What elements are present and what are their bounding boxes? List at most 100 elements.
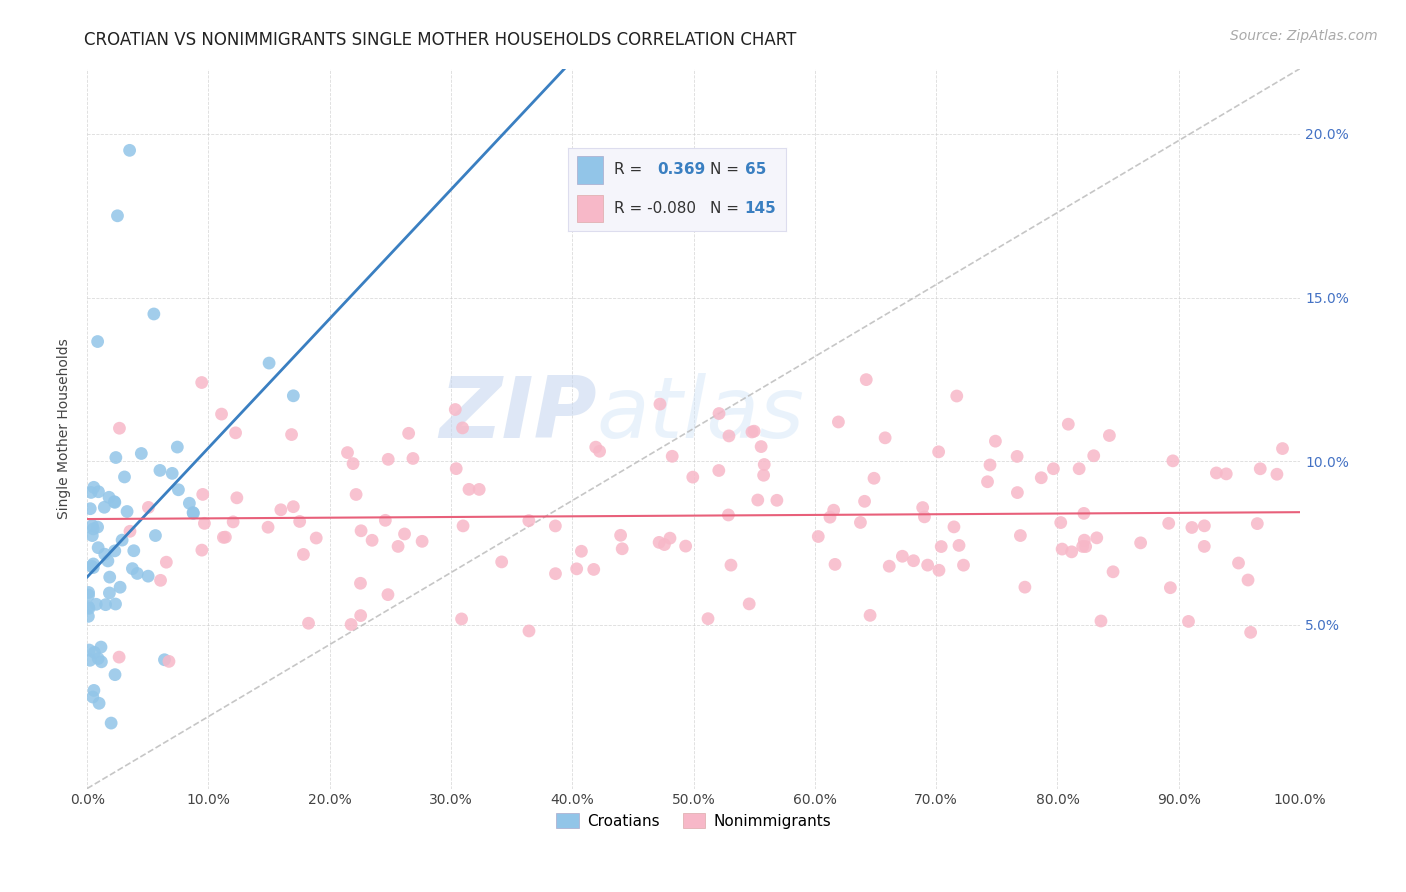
Point [754,458,776,472]
Point [824,558,846,572]
Point [77,599,100,614]
Point [661,450,683,464]
Point [1157,516,1180,531]
Point [903,554,925,568]
Point [952,558,974,573]
Point [77,609,100,624]
Point [928,563,950,577]
Point [103,494,125,508]
Point [1265,467,1288,482]
Point [104,450,127,465]
Point [979,458,1001,472]
Point [945,389,967,403]
Text: R = -0.080: R = -0.080 [614,201,696,216]
Point [1177,615,1199,629]
Text: N =: N = [710,201,738,216]
Point [942,520,965,534]
Point [1246,516,1268,531]
Point [121,561,143,575]
Point [1249,462,1271,476]
Point [582,562,605,576]
Point [77,643,100,657]
Point [912,509,935,524]
Point [588,444,610,458]
Point [394,527,416,541]
Text: atlas: atlas [596,373,804,456]
Point [138,500,160,515]
Point [108,580,131,594]
Point [100,716,122,731]
Point [1049,516,1071,530]
Point [1239,625,1261,640]
Point [1205,466,1227,480]
Point [1042,461,1064,475]
Point [77,601,100,615]
Point [929,540,952,554]
Point [1194,540,1216,554]
Point [654,537,676,551]
Point [90,655,112,669]
Point [87,541,110,555]
Point [98,570,121,584]
Point [104,495,127,509]
Point [214,530,236,544]
Point [1005,450,1028,464]
Point [77,588,100,602]
Point [82,528,104,542]
Point [911,500,934,515]
Text: 145: 145 [745,201,776,216]
Point [93,547,115,561]
Point [807,529,830,543]
Point [191,487,214,501]
Point [288,515,311,529]
Point [225,491,247,505]
Point [93,500,115,515]
Point [1057,417,1080,432]
Point [94,598,117,612]
Point [97,554,120,568]
Point [86,520,108,534]
Point [108,421,131,435]
Point [853,494,876,508]
Point [181,506,204,520]
Point [349,576,371,591]
Point [1181,520,1204,534]
Point [891,549,914,564]
Point [1129,536,1152,550]
Point [104,544,127,558]
Point [270,503,292,517]
Point [118,524,141,539]
Y-axis label: Single Mother Households: Single Mother Households [58,338,72,519]
Point [212,530,235,544]
Legend: Croatians, Nonimmigrants: Croatians, Nonimmigrants [550,806,837,835]
Point [157,654,180,668]
Point [451,519,474,533]
Point [1073,533,1095,548]
Point [108,650,131,665]
Point [1215,467,1237,481]
Point [458,483,481,497]
Point [104,597,127,611]
Point [149,574,172,588]
Point [350,524,373,538]
Point [1031,471,1053,485]
Text: N =: N = [710,162,738,178]
Point [305,531,328,545]
Point [875,431,897,445]
Point [145,528,167,542]
Point [544,519,567,533]
Point [1194,518,1216,533]
Point [717,429,740,443]
Point [1069,461,1091,475]
Point [585,440,607,454]
Point [190,376,212,390]
Point [153,653,176,667]
Point [717,508,740,522]
Point [859,608,882,623]
Point [917,558,939,573]
FancyBboxPatch shape [576,156,603,184]
Point [350,608,373,623]
Point [111,533,134,548]
Point [444,461,467,475]
Point [83,480,105,494]
